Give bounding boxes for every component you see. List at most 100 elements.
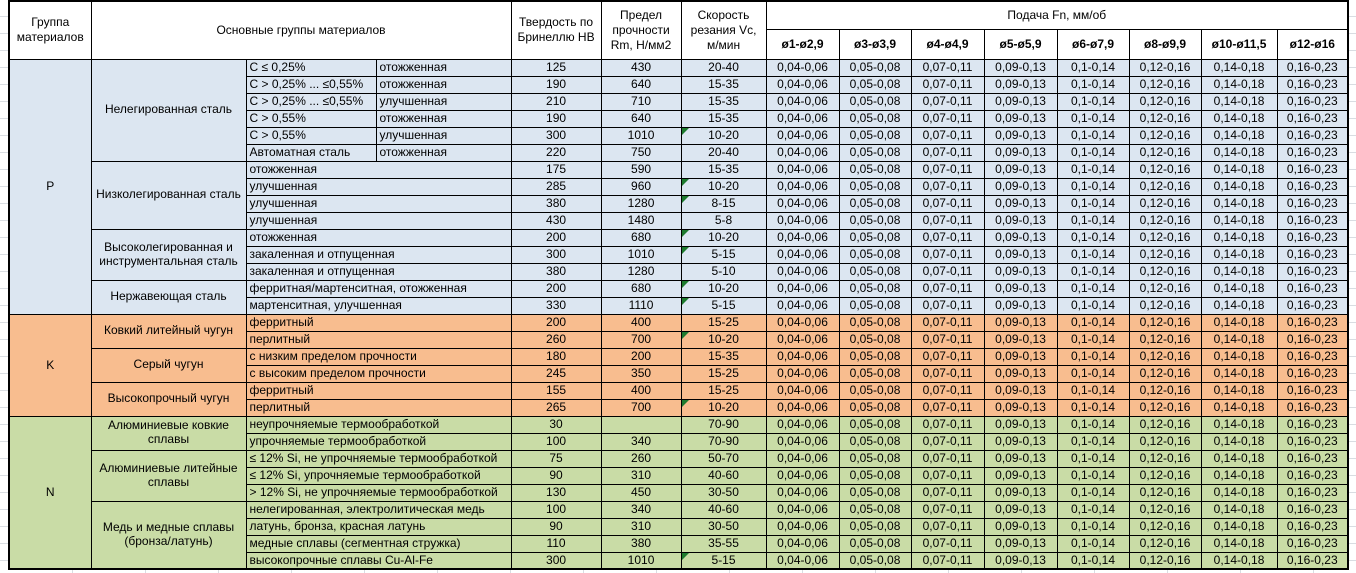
feed-cell: 0,16-0,23	[1276, 415, 1349, 434]
hb-cell: 200	[510, 228, 602, 247]
feed-cell: 0,04-0,06	[765, 211, 840, 230]
material-sub-cell: C > 0,25% ... ≤0,55%	[245, 75, 377, 94]
feed-cell: 0,12-0,16	[1128, 432, 1202, 451]
hb-cell: 300	[510, 245, 602, 264]
feed-cell: 0,09-0,13	[983, 381, 1058, 400]
feed-cell: 0,16-0,23	[1276, 347, 1349, 366]
feed-cell: 0,14-0,18	[1200, 296, 1278, 315]
material-desc-cell: закаленная и отпущенная	[245, 245, 512, 264]
hb-cell: 200	[510, 313, 602, 332]
feed-cell: 0,14-0,18	[1200, 228, 1278, 247]
material-desc-cell: мартенситная, улучшенная	[245, 296, 512, 315]
feed-cell: 0,04-0,06	[765, 245, 840, 264]
feed-cell: 0,07-0,11	[910, 534, 985, 553]
feed-cell: 0,09-0,13	[983, 228, 1058, 247]
feed-cell: 0,1-0,14	[1056, 483, 1130, 502]
vc-cell: 15-35	[680, 92, 767, 111]
material-desc-cell: медные сплавы (сегментная стружка)	[245, 534, 512, 553]
feed-cell: 0,12-0,16	[1128, 347, 1202, 366]
table-row: C > 0,25% ... ≤0,55% улучшенная 210 710 15-3…	[9, 92, 1349, 111]
header-hardness: Твердость по Бринеллю HB	[510, 0, 602, 60]
feed-cell: 0,14-0,18	[1200, 347, 1278, 366]
vc-cell: 10-20	[680, 126, 767, 145]
hb-cell: 90	[510, 517, 602, 536]
feed-cell: 0,14-0,18	[1200, 483, 1278, 502]
feed-cell: 0,12-0,16	[1128, 296, 1202, 315]
feed-cell: 0,07-0,11	[910, 551, 985, 570]
feed-cell: 0,04-0,06	[765, 500, 840, 519]
feed-cell: 0,09-0,13	[983, 143, 1058, 162]
feed-cell: 0,12-0,16	[1128, 330, 1202, 349]
feed-cell: 0,04-0,06	[765, 517, 840, 536]
feed-cell: 0,1-0,14	[1056, 415, 1130, 434]
feed-cell: 0,04-0,06	[765, 415, 840, 434]
feed-cell: 0,14-0,18	[1200, 75, 1278, 94]
rm-cell: 1010	[600, 551, 682, 570]
feed-cell: 0,16-0,23	[1276, 160, 1349, 179]
feed-cell: 0,1-0,14	[1056, 245, 1130, 264]
table-row: C > 0,55% отожженная 190 640 15-35 0,04-0,06 0…	[9, 109, 1349, 128]
header-strength: Предел прочности Rm, Н/мм2	[600, 0, 682, 60]
material-desc-cell: ≤ 12% Si, упрочняемые термообработкой	[245, 466, 512, 485]
rm-cell: 1110	[600, 296, 682, 315]
feed-cell: 0,04-0,06	[765, 143, 840, 162]
feed-cell: 0,16-0,23	[1276, 194, 1349, 213]
table-row: перлитный 265 700 10-20 0,04-0,06 0,05-0,08 0,…	[9, 398, 1349, 417]
feed-cell: 0,14-0,18	[1200, 551, 1278, 570]
vc-cell: 15-35	[680, 75, 767, 94]
vc-cell: 15-25	[680, 364, 767, 383]
feed-cell: 0,16-0,23	[1276, 245, 1349, 264]
feed-cell: 0,04-0,06	[765, 466, 840, 485]
table-row: закаленная и отпущенная 300 1010 5-15 0,04-0…	[9, 245, 1349, 264]
feed-cell: 0,04-0,06	[765, 194, 840, 213]
hb-cell: 100	[510, 500, 602, 519]
feed-cell: 0,04-0,06	[765, 330, 840, 349]
material-state-cell: улучшенная	[375, 126, 512, 145]
feed-cell: 0,1-0,14	[1056, 58, 1130, 77]
vc-cell: 5-10	[680, 262, 767, 281]
feed-cell: 0,16-0,23	[1276, 177, 1349, 196]
feed-cell: 0,07-0,11	[910, 449, 985, 468]
feed-cell: 0,09-0,13	[983, 551, 1058, 570]
material-desc-cell: ферритная/мартенситная, отожженная	[245, 279, 512, 298]
hb-cell: 220	[510, 143, 602, 162]
feed-cell: 0,12-0,16	[1128, 398, 1202, 417]
table-row: Высокопрочный чугун ферритный 155 400 15-25 0…	[9, 381, 1349, 417]
feed-cell: 0,07-0,11	[910, 381, 985, 400]
feed-cell: 0,09-0,13	[983, 126, 1058, 145]
material-desc-cell: неупрочняемые термообработкой	[245, 415, 512, 434]
feed-cell: 0,12-0,16	[1128, 517, 1202, 536]
rm-cell: 1010	[600, 245, 682, 264]
feed-cell: 0,04-0,06	[765, 449, 840, 468]
feed-cell: 0,16-0,23	[1276, 398, 1349, 417]
table-row: N Алюминиевые ковкие сплавы неупрочняемые …	[8, 415, 1349, 570]
feed-cell: 0,07-0,11	[910, 398, 985, 417]
feed-cell: 0,04-0,06	[765, 313, 840, 332]
feed-cell: 0,16-0,23	[1276, 432, 1349, 451]
hb-cell: 125	[510, 58, 602, 77]
rm-cell: 1280	[600, 262, 682, 281]
hb-cell: 75	[510, 449, 602, 468]
material-state-cell: отожженная	[375, 58, 512, 77]
feed-cell: 0,14-0,18	[1200, 262, 1278, 281]
material-desc-cell: перлитный	[245, 330, 512, 349]
rm-cell: 340	[600, 500, 682, 519]
feed-cell: 0,04-0,06	[765, 381, 840, 400]
feed-cell: 0,09-0,13	[983, 415, 1058, 434]
feed-cell: 0,1-0,14	[1056, 194, 1130, 213]
material-group-cell: Нержавеющая сталь	[90, 279, 247, 315]
hb-cell: 300	[510, 551, 602, 570]
rm-cell: 310	[600, 517, 682, 536]
feed-cell: 0,16-0,23	[1276, 143, 1349, 162]
feed-cell: 0,04-0,06	[765, 347, 840, 366]
feed-cell: 0,07-0,11	[910, 228, 985, 247]
material-sub-cell: C > 0,55%	[245, 109, 377, 128]
feed-cell: 0,09-0,13	[983, 194, 1058, 213]
material-desc-cell: улучшенная	[245, 177, 512, 196]
feed-cell: 0,07-0,11	[910, 126, 985, 145]
feed-cell: 0,07-0,11	[910, 58, 985, 77]
feed-cell: 0,12-0,16	[1128, 211, 1202, 230]
feed-cell: 0,1-0,14	[1056, 381, 1130, 400]
header-row-2: ø1-ø2,9 ø3-ø3,9 ø4-ø4,9 ø5-ø5,9 ø6-ø7,9 …	[9, 28, 1349, 60]
